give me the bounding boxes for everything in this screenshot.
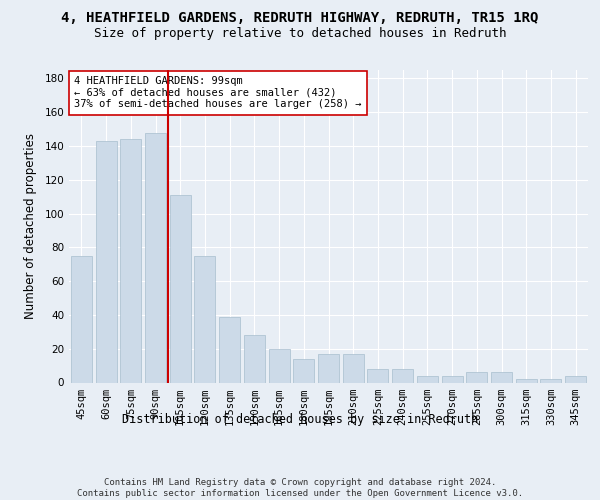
Bar [442, 376, 463, 382]
Y-axis label: Number of detached properties: Number of detached properties [25, 133, 37, 320]
Text: Distribution of detached houses by size in Redruth: Distribution of detached houses by size … [122, 412, 478, 426]
Bar [95, 141, 116, 382]
Bar [269, 348, 290, 382]
Bar [516, 379, 537, 382]
Bar [565, 376, 586, 382]
Bar [541, 379, 562, 382]
Bar [120, 140, 141, 382]
Bar [194, 256, 215, 382]
Bar [417, 376, 438, 382]
Bar [145, 132, 166, 382]
Bar [491, 372, 512, 382]
Text: 4 HEATHFIELD GARDENS: 99sqm
← 63% of detached houses are smaller (432)
37% of se: 4 HEATHFIELD GARDENS: 99sqm ← 63% of det… [74, 76, 362, 110]
Bar [466, 372, 487, 382]
Bar [71, 256, 92, 382]
Text: Size of property relative to detached houses in Redruth: Size of property relative to detached ho… [94, 28, 506, 40]
Bar [244, 335, 265, 382]
Text: Contains HM Land Registry data © Crown copyright and database right 2024.
Contai: Contains HM Land Registry data © Crown c… [77, 478, 523, 498]
Bar [219, 316, 240, 382]
Bar [392, 369, 413, 382]
Bar [293, 359, 314, 382]
Text: 4, HEATHFIELD GARDENS, REDRUTH HIGHWAY, REDRUTH, TR15 1RQ: 4, HEATHFIELD GARDENS, REDRUTH HIGHWAY, … [61, 11, 539, 25]
Bar [318, 354, 339, 382]
Bar [170, 195, 191, 382]
Bar [343, 354, 364, 382]
Bar [367, 369, 388, 382]
